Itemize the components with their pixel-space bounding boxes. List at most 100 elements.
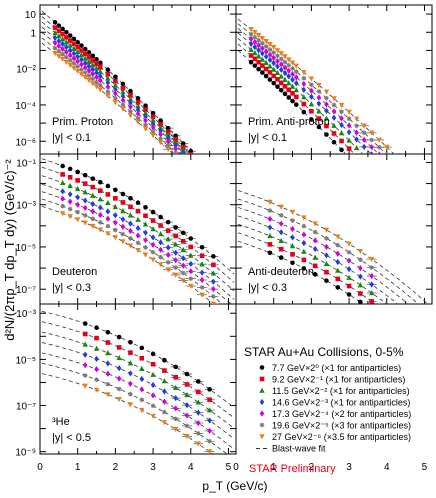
data-point [376, 137, 382, 143]
data-point [113, 74, 118, 80]
data-point [301, 223, 307, 229]
data-point [67, 47, 73, 54]
data-point [363, 152, 365, 154]
data-point [312, 263, 318, 269]
data-point [301, 248, 307, 254]
panel-frame [235, 153, 433, 305]
data-point [98, 60, 103, 66]
data-point [135, 224, 141, 232]
data-point [112, 235, 119, 241]
data-point [56, 48, 62, 54]
data-point [142, 110, 149, 116]
data-point [60, 203, 65, 209]
panel-helium3 [41, 310, 235, 454]
data-point [105, 192, 111, 197]
data-point [260, 63, 265, 68]
data-point [74, 217, 81, 223]
data-point [56, 33, 62, 39]
x-tick-label: 5 [226, 462, 232, 473]
data-point [211, 294, 216, 299]
data-point [173, 233, 178, 239]
data-point [82, 383, 88, 389]
data-point [324, 252, 329, 259]
data-point [150, 226, 156, 232]
legend-label: 7.7 GeV×2⁰ (×1 for antiparticles) [272, 363, 401, 373]
data-point [79, 67, 84, 72]
data-point [331, 114, 337, 121]
data-point [324, 132, 329, 137]
data-point [256, 66, 261, 72]
data-point [143, 107, 148, 112]
legend-label: 14.6 GeV×2⁻³ (×1 for antiparticles) [272, 398, 410, 408]
data-point [324, 123, 329, 129]
data-point [206, 449, 213, 454]
data-point [86, 54, 92, 60]
panel-proton [41, 10, 196, 154]
data-point [267, 208, 273, 213]
data-point [165, 244, 171, 251]
y-tick-label: 1 [30, 28, 36, 39]
data-point [199, 292, 205, 298]
data-point [113, 95, 118, 101]
data-point [120, 81, 126, 87]
data-point [120, 223, 126, 230]
data-point [286, 95, 292, 100]
data-point [158, 254, 163, 260]
data-point [252, 50, 258, 56]
data-point [158, 246, 163, 253]
data-point [271, 60, 276, 67]
data-point [82, 321, 88, 326]
x-tick-label: 4 [188, 462, 194, 473]
data-point [135, 208, 141, 214]
data-point [173, 257, 178, 264]
data-point [271, 50, 276, 55]
data-point [369, 299, 374, 304]
data-point [260, 50, 265, 57]
data-point [278, 220, 284, 227]
data-point [346, 292, 352, 297]
data-point [357, 248, 364, 255]
data-point [105, 350, 111, 356]
data-point [263, 66, 269, 72]
data-point [113, 90, 118, 97]
data-point [142, 221, 149, 227]
data-point [271, 73, 276, 79]
data-point [98, 211, 103, 219]
data-point [290, 260, 295, 266]
data-point [94, 79, 99, 85]
data-point [128, 109, 133, 114]
data-point [128, 92, 133, 98]
data-point [52, 20, 58, 25]
data-point [282, 54, 288, 60]
data-point [52, 34, 58, 41]
data-point [301, 215, 307, 221]
data-point [120, 106, 126, 112]
data-point [335, 285, 341, 290]
y-tick-label: 10⁻⁵ [15, 355, 36, 366]
fit-curve [41, 342, 235, 440]
data-point [139, 365, 145, 371]
data-point [309, 93, 314, 100]
data-point [278, 73, 284, 79]
data-point [173, 145, 178, 152]
data-point [71, 45, 77, 51]
data-point [67, 33, 73, 38]
data-point [286, 62, 292, 68]
data-point [354, 129, 359, 136]
data-point [312, 254, 318, 260]
data-point [82, 70, 88, 75]
data-point [199, 285, 205, 290]
data-point [210, 270, 217, 276]
data-point [188, 276, 194, 281]
data-point [278, 255, 284, 260]
data-point [128, 204, 133, 210]
data-point [93, 65, 100, 71]
data-point [79, 48, 84, 53]
data-point [135, 103, 141, 109]
data-point [263, 44, 269, 49]
data-point [358, 291, 363, 296]
data-point [105, 89, 111, 95]
data-point [211, 278, 216, 285]
data-point [90, 192, 96, 198]
